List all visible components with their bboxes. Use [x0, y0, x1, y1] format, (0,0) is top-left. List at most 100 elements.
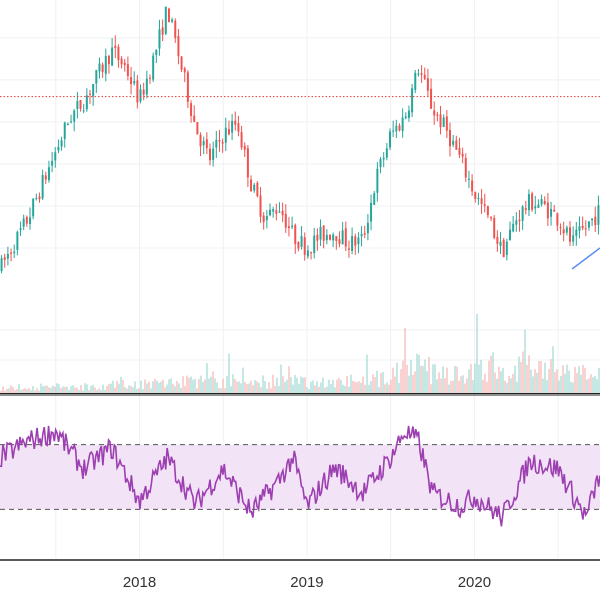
volume-bar: [346, 376, 348, 393]
candle-body: [417, 73, 420, 75]
candle-body: [477, 198, 480, 200]
candle-body: [584, 228, 587, 230]
volume-bar: [232, 374, 234, 393]
volume-bar: [520, 361, 522, 393]
candle-body: [458, 148, 461, 155]
volume-bar: [504, 380, 506, 393]
candle-body: [452, 140, 455, 145]
candle-body: [486, 206, 489, 216]
volume-series[interactable]: [0, 313, 600, 393]
volume-bar: [64, 386, 66, 393]
volume-bar: [350, 374, 352, 393]
candle-body: [218, 140, 221, 142]
volume-bar: [334, 387, 336, 393]
volume-bar: [210, 376, 212, 393]
volume-bar: [584, 367, 586, 393]
candle-body: [130, 77, 133, 84]
volume-bar: [452, 380, 454, 393]
volume-bar: [58, 384, 60, 393]
volume-bar: [384, 384, 386, 393]
candle-body: [401, 117, 404, 132]
candle-body: [310, 252, 313, 254]
volume-bar: [550, 358, 552, 393]
volume-bar: [228, 353, 230, 393]
volume-bar: [110, 383, 112, 393]
volume-bar: [354, 381, 356, 393]
candlestick-series[interactable]: [0, 6, 600, 274]
volume-bar: [100, 390, 102, 393]
candle-body: [505, 241, 508, 255]
volume-bar: [106, 385, 108, 393]
volume-bar: [276, 377, 278, 393]
trend-line[interactable]: [571, 247, 600, 270]
volume-bar: [146, 383, 148, 393]
volume-bar: [12, 387, 14, 393]
volume-bar: [292, 384, 294, 393]
volume-bar: [260, 387, 262, 393]
volume-bar: [90, 385, 92, 393]
candle-body: [104, 55, 107, 74]
volume-bar: [592, 377, 594, 393]
volume-bar: [8, 388, 10, 393]
candle-body: [250, 179, 253, 192]
volume-bar: [378, 387, 380, 393]
candle-body: [490, 217, 493, 219]
volume-bar: [588, 378, 590, 393]
volume-bar: [20, 389, 22, 393]
volume-bar: [528, 355, 530, 393]
volume-bar: [56, 383, 58, 393]
candle-body: [553, 209, 556, 212]
volume-bar: [220, 388, 222, 393]
volume-bar: [52, 385, 54, 393]
volume-bar: [540, 360, 542, 393]
candle-body: [471, 180, 474, 192]
volume-bar: [560, 375, 562, 393]
candle-body: [382, 157, 385, 160]
candle-body: [524, 208, 527, 211]
volume-bar: [118, 383, 120, 393]
volume-bar: [490, 355, 492, 393]
volume-bar: [456, 366, 458, 393]
volume-bar: [474, 363, 476, 393]
candle-body: [329, 234, 331, 240]
rsi-line[interactable]: [0, 425, 600, 527]
volume-bar: [486, 381, 488, 393]
volume-bar: [26, 389, 28, 393]
candle-body: [76, 101, 79, 109]
candle-body: [445, 116, 448, 131]
candle-body: [543, 200, 546, 204]
volume-bar: [320, 382, 322, 393]
volume-bar: [28, 388, 30, 393]
volume-bar: [30, 390, 32, 393]
candle-body: [303, 237, 306, 255]
volume-bar: [448, 384, 450, 393]
volume-bar: [186, 375, 188, 393]
candle-body: [221, 142, 224, 144]
volume-bar: [290, 377, 292, 393]
volume-bar: [166, 384, 168, 393]
volume-bar: [272, 374, 274, 393]
volume-bar: [50, 387, 52, 393]
candle-body: [575, 229, 578, 236]
volume-bar: [308, 388, 310, 393]
candle-body: [351, 236, 354, 251]
volume-bar: [164, 387, 166, 393]
candle-body: [98, 63, 101, 72]
volume-bar: [390, 379, 392, 393]
candle-body: [313, 235, 316, 254]
candle-body: [502, 239, 505, 257]
candle-body: [493, 217, 496, 238]
volume-bar: [316, 381, 318, 393]
candle-body: [224, 127, 227, 143]
candle-body: [370, 202, 373, 222]
volume-bar: [548, 368, 550, 393]
volume-bar: [314, 385, 316, 393]
volume-bar: [82, 390, 84, 393]
volume-bar: [362, 376, 364, 393]
candle-body: [227, 128, 230, 135]
volume-bar: [376, 370, 378, 393]
volume-bar: [40, 383, 42, 393]
volume-bar: [570, 381, 572, 393]
volume-bar: [446, 367, 448, 393]
